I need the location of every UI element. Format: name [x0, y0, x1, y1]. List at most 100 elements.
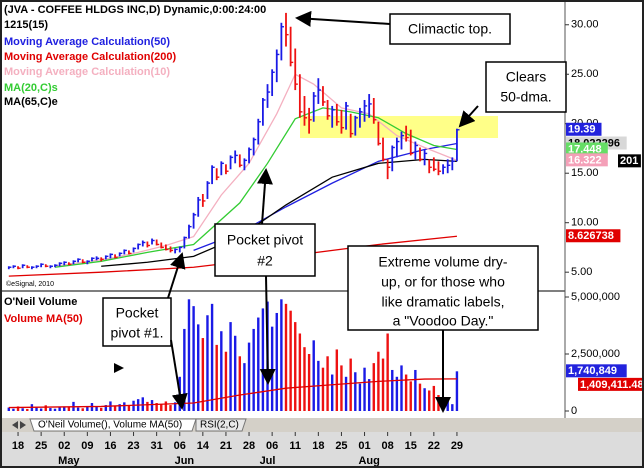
- end-label: 201: [620, 155, 638, 167]
- volume-bar: [391, 369, 394, 412]
- volume-bar: [35, 407, 38, 412]
- scroll-right[interactable]: [20, 421, 26, 429]
- end-label: 1,409,411.48: [580, 379, 644, 391]
- annotation-text: Pocket: [116, 305, 159, 321]
- volume-bar: [127, 405, 131, 412]
- month-label: Jun: [175, 455, 195, 467]
- tab-label[interactable]: O'Neil Volume(), Volume MA(50): [38, 420, 182, 431]
- volume-bar: [400, 365, 403, 412]
- volume-bar: [187, 299, 191, 412]
- volume-bar: [303, 347, 306, 412]
- volume-bar: [386, 333, 389, 412]
- y-tick-label: 10.00: [571, 217, 599, 229]
- x-tick-label: 14: [197, 440, 210, 452]
- annotation-text: like dramatic labels,: [382, 294, 505, 310]
- volume-bar: [155, 403, 158, 412]
- volume-bar: [372, 363, 375, 412]
- volume-bar: [381, 358, 385, 412]
- volume-bar: [197, 324, 200, 412]
- chart-title: (JVA - COFFEE HLDGS INC,D) Dynamic,0:00:…: [4, 4, 266, 16]
- subtitle: 1215(15): [4, 19, 48, 31]
- tab[interactable]: [29, 418, 197, 432]
- legend-entry: MA(65,C)e: [4, 96, 58, 108]
- volume-bar: [220, 331, 223, 412]
- annotation-box: [102, 297, 172, 347]
- x-tick-label: 28: [243, 440, 255, 452]
- volume-bar: [53, 408, 57, 412]
- tab-label[interactable]: RSI(2,C): [200, 420, 239, 431]
- volume-bar: [12, 408, 15, 412]
- annotation-text: a "Voodoo Day.": [393, 313, 494, 329]
- volume-bar: [113, 406, 117, 412]
- annotation-text: Clears: [506, 69, 546, 85]
- month-label: Aug: [358, 455, 379, 467]
- end-label-box: [566, 364, 627, 378]
- end-label: 1,740,849: [568, 365, 617, 377]
- volume-bar: [44, 405, 47, 412]
- month-label: May: [58, 455, 80, 467]
- x-tick-label: 31: [151, 440, 163, 452]
- annotation-text: Pocket pivot: [227, 232, 303, 248]
- volume-bar: [210, 303, 214, 412]
- volume-bar: [76, 407, 80, 412]
- annotation-arrow: [295, 10, 391, 27]
- y-tick-label: 15.00: [571, 167, 599, 179]
- x-tick-label: 06: [266, 440, 278, 452]
- annotation-box: [389, 13, 511, 45]
- copyright: ©eSignal, 2010: [6, 280, 54, 288]
- annotation-box: [214, 223, 316, 277]
- annotation-text: Climactic top.: [408, 21, 492, 37]
- tab[interactable]: [195, 418, 247, 432]
- volume-bar: [298, 333, 302, 412]
- y-tick-label: 30.00: [571, 19, 599, 31]
- volume-bar: [243, 363, 246, 412]
- volume-bar: [67, 407, 71, 412]
- volume-bar: [7, 407, 10, 412]
- volume-bar: [363, 367, 366, 412]
- annotation-text: pivot #1.: [111, 325, 164, 341]
- annotation-box: [485, 61, 567, 113]
- x-tick-label: 18: [12, 440, 24, 452]
- x-tick-label: 29: [451, 440, 463, 452]
- volume-bar: [252, 328, 255, 412]
- end-label: 19.39: [568, 124, 596, 136]
- scroll-left[interactable]: [12, 421, 18, 429]
- annotation-text: Extreme volume dry-: [378, 254, 507, 270]
- volume-bar: [26, 408, 29, 412]
- volume-bar: [21, 408, 24, 412]
- x-tick-label: 06: [174, 440, 186, 452]
- legend-entry: O'Neil Volume: [4, 296, 77, 308]
- volume-bar: [312, 340, 315, 412]
- volume-bar: [270, 326, 274, 412]
- volume-bar: [39, 408, 43, 412]
- highlight-zone: [300, 116, 498, 138]
- volume-bar: [206, 315, 209, 412]
- volume-bar: [49, 408, 52, 412]
- annotation-text: #2: [257, 253, 273, 269]
- x-tick-label: 11: [289, 440, 301, 452]
- volume-bar: [423, 388, 426, 412]
- x-tick-label: 09: [81, 440, 93, 452]
- end-label-box: [566, 122, 602, 136]
- date-axis: [0, 432, 644, 468]
- volume-bar: [261, 308, 265, 412]
- legend-entry: Moving Average Calculation(10): [4, 66, 170, 78]
- annotation-text: 50-dma.: [500, 89, 551, 105]
- x-tick-label: 15: [405, 440, 417, 452]
- x-tick-label: 08: [382, 440, 394, 452]
- volume-bar: [358, 383, 362, 412]
- month-label: Jul: [260, 455, 276, 467]
- y-tick-label: 2,500,000: [571, 348, 620, 360]
- volume-bar: [63, 406, 66, 412]
- x-tick-label: 22: [428, 440, 440, 452]
- volume-bar: [215, 344, 218, 412]
- volume-bar: [335, 349, 339, 412]
- volume-bar: [349, 358, 352, 412]
- volume-bar: [294, 322, 297, 412]
- x-tick-label: 21: [220, 440, 232, 452]
- volume-bar: [326, 356, 329, 412]
- volume-bar: [257, 317, 260, 412]
- annotations: Climactic top. Clears 50-dma. Pocket piv…: [102, 10, 567, 413]
- volume-bar: [100, 407, 103, 412]
